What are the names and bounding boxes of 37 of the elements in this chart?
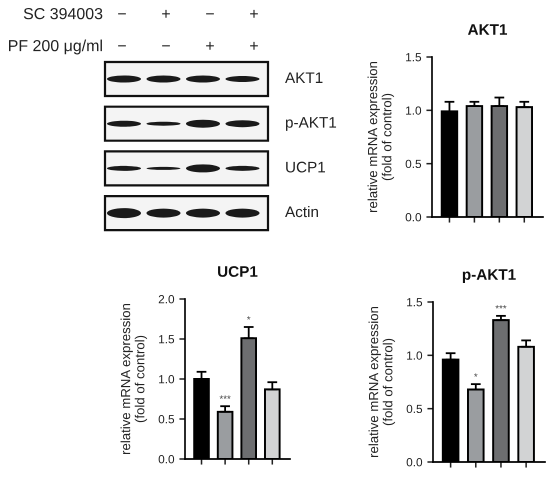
- chart-title: UCP1: [218, 266, 258, 277]
- text: p-AKT1: [286, 117, 336, 131]
- y-axis-title: relative mRNA expression (fold of control): [368, 62, 394, 212]
- y-tick-label: 0.5: [158, 415, 174, 424]
- y-tick-label: 0.0: [158, 455, 174, 464]
- y-tick-label: 0.0: [406, 213, 422, 222]
- text: −: [118, 45, 126, 46]
- data-label: *: [474, 373, 478, 377]
- y-axis-title: relative mRNA expression (fold of control): [120, 304, 148, 454]
- y-tick-label: 1.5: [159, 335, 174, 344]
- y-tick-label: 1.5: [407, 298, 422, 306]
- text: −: [206, 13, 214, 14]
- text: +: [250, 42, 258, 50]
- y-tick-label: 1.0: [159, 375, 174, 384]
- y-tick-label: 0.5: [406, 160, 422, 168]
- text: +: [162, 10, 170, 18]
- text: Actin: [285, 206, 318, 218]
- text: +: [250, 10, 258, 18]
- y-axis-title: relative mRNA expression (fold of control): [368, 306, 396, 458]
- text: SC 394003: [24, 8, 102, 20]
- text: −: [118, 13, 126, 14]
- text: UCP1: [286, 162, 326, 172]
- y-tick-label: 0.0: [406, 458, 422, 466]
- text: AKT1: [285, 72, 322, 83]
- data-label: ***: [495, 305, 506, 308]
- text: +: [206, 42, 214, 50]
- y-tick-label: 1.0: [406, 106, 422, 115]
- chart-title: p-AKT1: [462, 269, 516, 283]
- text: PF 200 μg/ml: [9, 40, 102, 54]
- data-label: *: [246, 316, 250, 320]
- y-tick-label: 0.5: [406, 404, 422, 414]
- chart-title: AKT1: [468, 24, 508, 35]
- y-tick-label: 1.5: [406, 53, 422, 62]
- data-label: ***: [220, 395, 231, 399]
- y-tick-label: 1.0: [407, 351, 422, 360]
- text: −: [162, 45, 170, 46]
- y-tick-label: 2.0: [158, 295, 174, 304]
